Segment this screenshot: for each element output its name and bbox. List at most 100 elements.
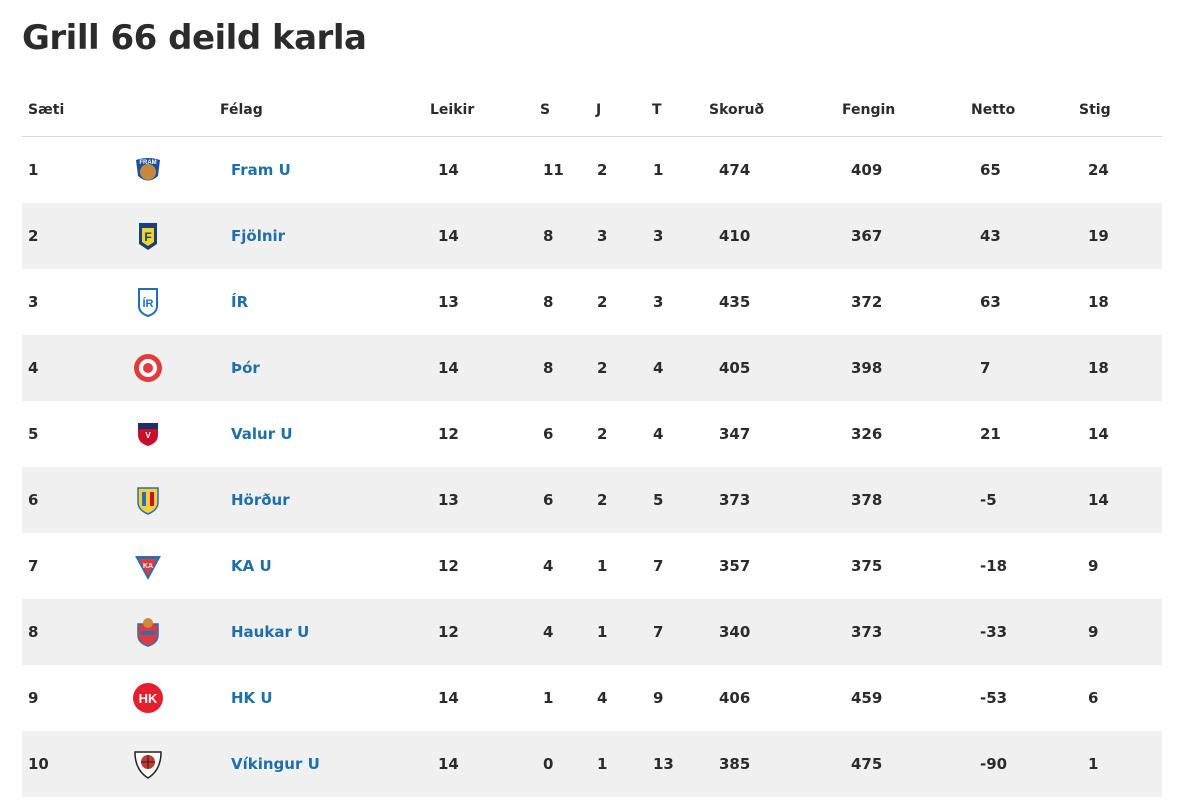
team-link[interactable]: Fram U (231, 161, 291, 179)
wins-cell: 1 (543, 689, 554, 707)
played-cell: 12 (438, 425, 459, 443)
table-row: 6 Hörður 13 6 2 5 373 378 -5 14 (22, 467, 1162, 533)
col-header-losses: T (652, 84, 709, 137)
col-header-points: Stig (1079, 84, 1162, 137)
hk-logo-icon: HK (132, 682, 164, 714)
team-link[interactable]: Hörður (231, 491, 290, 509)
points-cell: 9 (1088, 557, 1099, 575)
wins-cell: 11 (543, 161, 564, 179)
losses-cell: 13 (652, 731, 709, 797)
scored-cell: 385 (709, 731, 842, 797)
svg-text:F: F (144, 230, 151, 244)
position-cell: 9 (28, 689, 39, 707)
draws-cell: 2 (597, 161, 608, 179)
position-cell: 4 (22, 335, 118, 401)
scored-cell: 405 (709, 335, 842, 401)
wins-cell: 8 (543, 293, 554, 311)
conceded-cell: 475 (842, 731, 971, 797)
team-link[interactable]: HK U (231, 689, 273, 707)
scored-cell: 435 (719, 293, 751, 311)
team-link[interactable]: ÍR (231, 293, 249, 311)
scored-cell: 474 (719, 161, 751, 179)
wins-cell: 4 (540, 599, 596, 665)
losses-cell: 3 (652, 203, 709, 269)
played-cell: 12 (438, 557, 459, 575)
team-link[interactable]: Fjölnir (231, 227, 286, 245)
team-link[interactable]: Þór (231, 359, 260, 377)
net-cell: -90 (971, 731, 1079, 797)
losses-cell: 4 (652, 335, 709, 401)
team-link[interactable]: KA U (231, 557, 272, 575)
points-cell: 24 (1088, 161, 1109, 179)
net-cell: 43 (971, 203, 1079, 269)
table-row: 4 Þór 14 8 2 4 405 398 7 18 (22, 335, 1162, 401)
fjolnir-logo-icon: F (132, 220, 164, 252)
table-row: 8 Haukar U 12 4 1 7 340 373 -33 9 (22, 599, 1162, 665)
losses-cell: 5 (652, 467, 709, 533)
svg-text:KA: KA (143, 563, 153, 570)
points-cell: 14 (1088, 425, 1109, 443)
scored-cell: 373 (709, 467, 842, 533)
col-header-logo (118, 84, 220, 137)
col-header-team: Félag (220, 84, 430, 137)
haukar-logo-icon (132, 616, 164, 648)
net-cell: 21 (980, 425, 1001, 443)
table-row: 7 KA KA U 12 4 1 7 357 375 -18 9 (22, 533, 1162, 599)
played-cell: 14 (438, 161, 459, 179)
played-cell: 13 (438, 293, 459, 311)
draws-cell: 2 (596, 335, 652, 401)
draws-cell: 2 (597, 425, 608, 443)
wins-cell: 8 (540, 203, 596, 269)
points-cell: 14 (1079, 467, 1162, 533)
scored-cell: 340 (709, 599, 842, 665)
points-cell: 9 (1079, 599, 1162, 665)
scored-cell: 410 (709, 203, 842, 269)
points-cell: 1 (1079, 731, 1162, 797)
col-header-position: Sæti (22, 84, 118, 137)
position-cell: 6 (22, 467, 118, 533)
table-row: 5 V Valur U 12 6 2 4 347 326 21 14 (22, 401, 1162, 467)
draws-cell: 2 (597, 293, 608, 311)
team-link[interactable]: Haukar U (231, 623, 310, 641)
conceded-cell: 398 (842, 335, 971, 401)
wins-cell: 0 (540, 731, 596, 797)
team-link[interactable]: Víkingur U (231, 755, 320, 773)
page-title: Grill 66 deild karla (22, 18, 367, 58)
col-header-scored: Skoruð (709, 84, 842, 137)
points-cell: 18 (1079, 335, 1162, 401)
net-cell: 7 (971, 335, 1079, 401)
conceded-cell: 375 (851, 557, 883, 575)
losses-cell: 7 (653, 557, 664, 575)
scored-cell: 347 (719, 425, 751, 443)
wins-cell: 6 (540, 467, 596, 533)
svg-text:FRAM: FRAM (139, 160, 156, 166)
position-cell: 7 (28, 557, 39, 575)
table-row: 9 HK HK U 14 1 4 9 406 459 -53 6 (22, 665, 1162, 731)
ir-logo-icon: ÍR (132, 286, 164, 318)
played-cell: 14 (430, 335, 540, 401)
table-row: 2 F Fjölnir 14 8 3 3 410 367 43 19 (22, 203, 1162, 269)
played-cell: 13 (430, 467, 540, 533)
standings-table: Sæti Félag Leikir S J T Skoruð Fengin Ne… (22, 84, 1162, 797)
losses-cell: 1 (653, 161, 664, 179)
team-link[interactable]: Valur U (231, 425, 293, 443)
losses-cell: 4 (653, 425, 664, 443)
losses-cell: 7 (652, 599, 709, 665)
points-cell: 19 (1079, 203, 1162, 269)
draws-cell: 1 (596, 599, 652, 665)
draws-cell: 2 (596, 467, 652, 533)
position-cell: 10 (22, 731, 118, 797)
net-cell: 63 (980, 293, 1001, 311)
net-cell: 65 (980, 161, 1001, 179)
draws-cell: 1 (597, 557, 608, 575)
col-header-net: Netto (971, 84, 1079, 137)
table-row: 1 FRAM Fram U 14 11 2 1 474 409 65 24 (22, 137, 1162, 204)
losses-cell: 9 (653, 689, 664, 707)
position-cell: 1 (28, 161, 39, 179)
conceded-cell: 459 (851, 689, 883, 707)
net-cell: -18 (980, 557, 1008, 575)
hordur-logo-icon (132, 484, 164, 516)
played-cell: 12 (430, 599, 540, 665)
col-header-played: Leikir (430, 84, 540, 137)
table-row: 10 Víkingur U 14 0 1 13 385 475 -90 1 (22, 731, 1162, 797)
